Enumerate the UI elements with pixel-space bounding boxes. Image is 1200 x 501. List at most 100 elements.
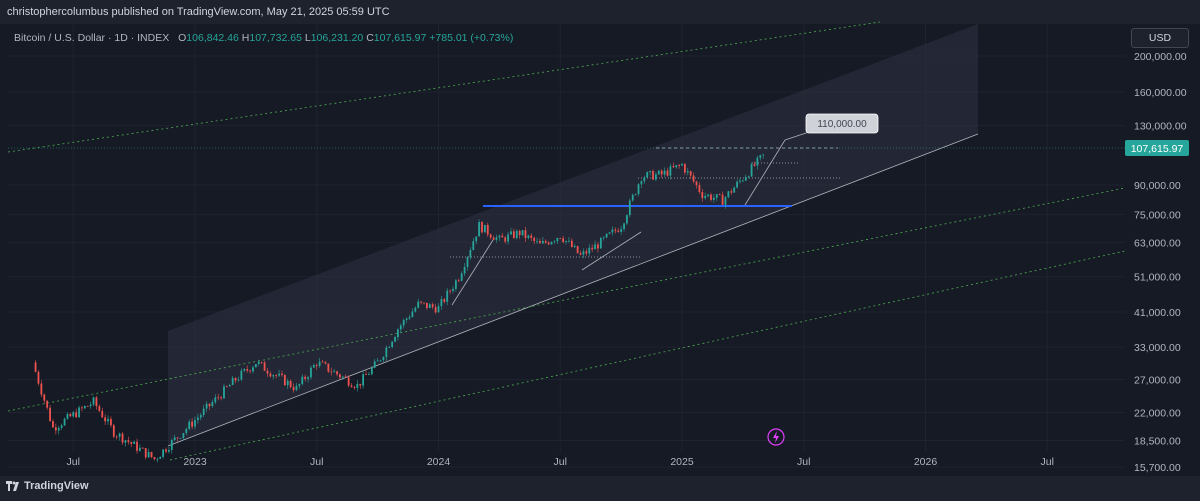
candle-up (159, 456, 162, 459)
candle-down (95, 397, 98, 407)
candle-down (344, 376, 347, 378)
currency-button[interactable]: USD (1131, 28, 1189, 48)
candle-up (663, 170, 666, 175)
candle-down (576, 246, 579, 254)
candle-up (205, 403, 208, 409)
candle-up (417, 301, 420, 308)
candle-up (495, 237, 498, 240)
candle-up (515, 230, 518, 238)
candle-up (399, 325, 402, 330)
candle-up (214, 397, 217, 403)
candle-down (40, 383, 43, 395)
candle-up (72, 412, 75, 417)
candle-up (669, 166, 672, 176)
candle-up (712, 197, 715, 200)
candle-up (231, 377, 234, 385)
candle-down (275, 375, 278, 376)
candle-up (498, 235, 501, 238)
candle-up (466, 257, 469, 267)
candle-up (469, 250, 472, 258)
candle-down (683, 164, 686, 173)
candle-down (130, 442, 133, 444)
candle-up (675, 165, 678, 168)
candle-down (652, 170, 654, 180)
footer-bar (0, 476, 1200, 501)
candle-up (341, 376, 344, 378)
candle-up (747, 176, 750, 178)
candle-up (739, 180, 741, 182)
candle-down (420, 301, 423, 303)
candle-up (385, 347, 388, 358)
candle-up (179, 438, 182, 439)
y-tick-label: 200,000.00 (1134, 51, 1187, 63)
candle-down (289, 380, 292, 388)
candle-up (553, 241, 556, 243)
callout-box (805, 113, 879, 134)
footer-brand[interactable]: TradingView (6, 480, 89, 492)
candle-up (620, 229, 623, 232)
candle-up (368, 374, 370, 375)
candle-down (37, 371, 40, 384)
candle-up (541, 240, 544, 244)
candle-up (704, 195, 707, 199)
candle-up (608, 232, 611, 234)
candle-up (686, 171, 689, 173)
candle-up (295, 385, 298, 391)
candle-down (104, 417, 107, 422)
candle-down (347, 377, 350, 386)
candle-down (234, 377, 237, 381)
channel-lower-line (167, 133, 979, 447)
y-tick-label: 130,000.00 (1134, 121, 1187, 133)
candles (34, 154, 765, 463)
candle-up (411, 311, 414, 318)
trend-line-1 (451, 239, 494, 306)
candle-down (150, 451, 153, 458)
candle-up (78, 407, 80, 418)
candle-down (730, 191, 733, 193)
candle-up (257, 361, 260, 365)
candle-up (626, 215, 628, 224)
candle-up (631, 194, 634, 201)
close-label: C (366, 32, 374, 44)
candle-up (278, 373, 280, 376)
candle-up (475, 236, 478, 242)
candle-down (246, 368, 249, 371)
candle-down (336, 371, 338, 375)
candle-down (127, 440, 130, 443)
candle-up (452, 288, 454, 291)
candle-up (582, 251, 585, 255)
lightning-icon[interactable] (767, 428, 785, 446)
candle-up (599, 237, 602, 249)
candle-down (208, 403, 211, 407)
candle-down (486, 224, 489, 235)
candle-down (530, 235, 533, 238)
candle-down (225, 386, 228, 388)
candle-up (611, 229, 614, 233)
y-tick-label: 15,700.00 (1134, 462, 1181, 474)
candle-up (510, 231, 512, 235)
x-tick-label: Jul (1041, 456, 1054, 468)
y-tick-label: 27,000.00 (1134, 374, 1181, 386)
change-value: +785.01 (+0.73%) (429, 32, 514, 44)
last-price-text: 107,615.97 (1131, 143, 1184, 155)
candle-up (556, 238, 559, 242)
candle-down (115, 436, 118, 438)
candle-down (330, 371, 333, 373)
candle-up (301, 376, 304, 385)
candle-up (252, 367, 254, 372)
candle-up (168, 449, 170, 452)
trend-line-3 (744, 139, 786, 206)
candle-down (710, 194, 712, 200)
candle-up (507, 234, 509, 242)
candle-down (324, 362, 327, 364)
candle-up (63, 418, 66, 426)
ohlc-legend: Bitcoin / U.S. Dollar · 1D · INDEX O106,… (14, 32, 513, 44)
candle-down (449, 290, 451, 292)
candle-up (405, 318, 408, 320)
x-tick-label: 2025 (670, 456, 694, 468)
candle-up (646, 172, 649, 178)
candle-up (124, 440, 127, 443)
y-tick-label: 75,000.00 (1134, 209, 1181, 221)
callout-label: 110,000.00 (817, 119, 867, 130)
